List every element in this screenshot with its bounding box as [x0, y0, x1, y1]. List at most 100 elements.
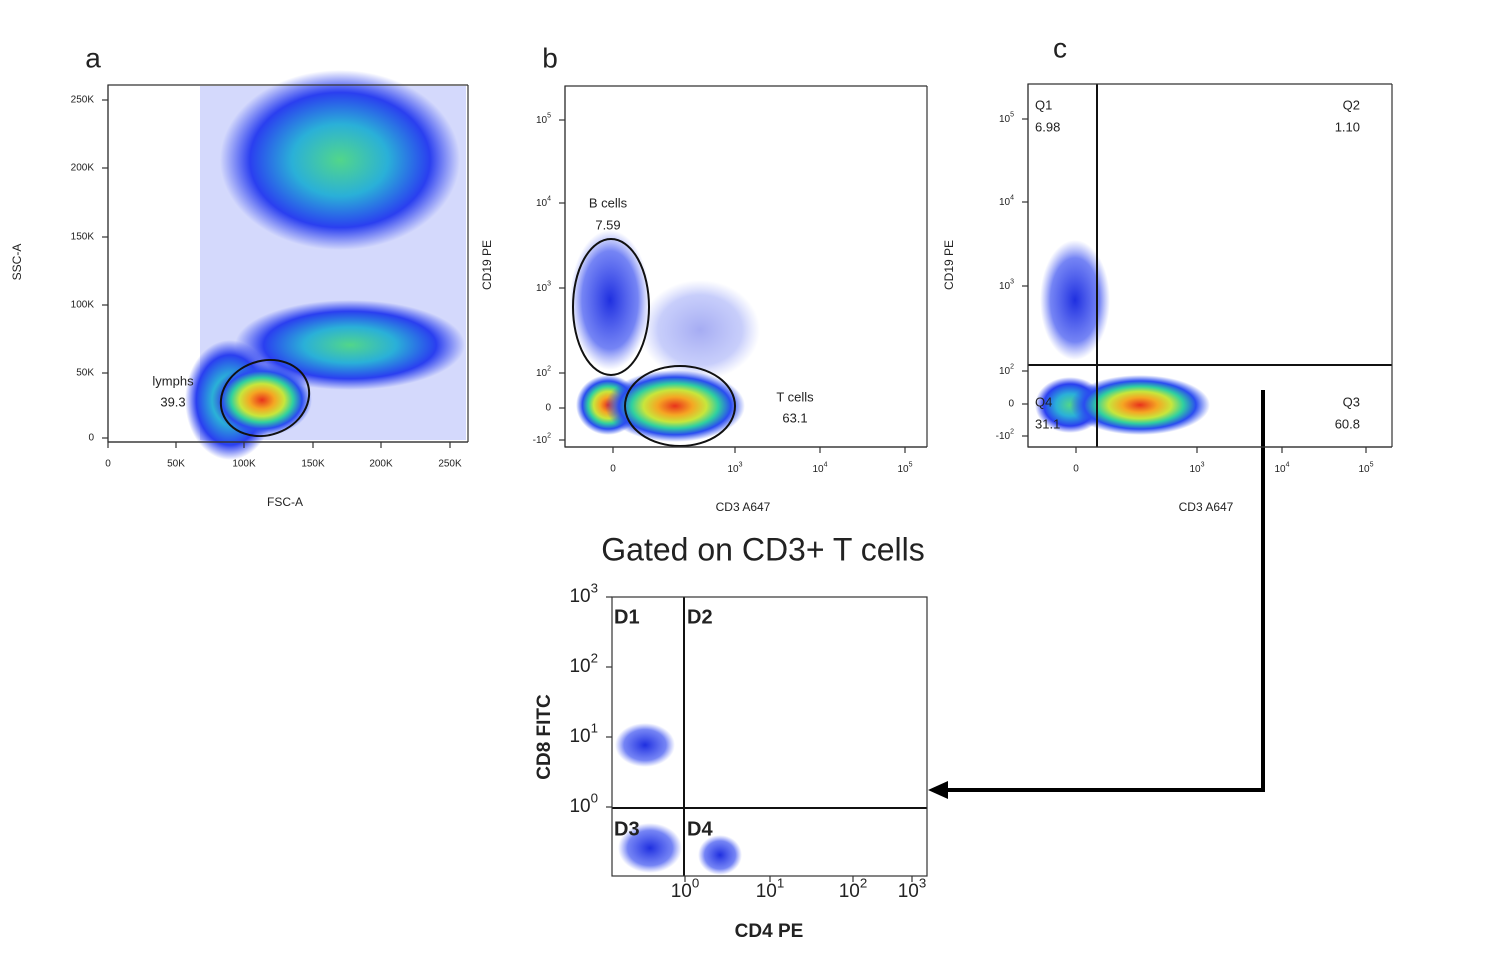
- tick-label: 103: [1189, 461, 1204, 474]
- x-axis-label: FSC-A: [267, 495, 303, 509]
- tick-label: -102: [533, 432, 551, 445]
- tick-label: 104: [536, 195, 551, 208]
- gate-name: T cells: [776, 389, 814, 404]
- tick-exp: 0: [591, 790, 598, 805]
- tick-label: 102: [999, 363, 1014, 376]
- gate-value: 39.3: [160, 394, 185, 409]
- gate-value: 60.8: [1335, 416, 1360, 431]
- tick-label: 103: [536, 280, 551, 293]
- tick-label: 100: [569, 790, 598, 817]
- tick-label: 150K: [301, 459, 325, 470]
- gate-value: 1.10: [1335, 119, 1360, 134]
- tick-exp: 5: [1010, 111, 1014, 118]
- tick-label: 100: [671, 875, 700, 902]
- tick-label: 101: [569, 720, 598, 747]
- gate-name: Q2: [1343, 97, 1360, 112]
- tick-base: 10: [898, 881, 919, 902]
- tick-label: 50K: [167, 459, 185, 470]
- tick-label: 104: [1274, 461, 1289, 474]
- tick-base: 10: [812, 464, 824, 475]
- y-axis-label: CD8 FITC: [534, 694, 555, 780]
- tick-label: 102: [569, 650, 598, 677]
- tick-label: 250K: [438, 459, 462, 470]
- y-axis-label: SSC-A: [10, 244, 24, 281]
- tick-label: -102: [996, 428, 1014, 441]
- tick-base: 10: [1358, 464, 1370, 475]
- tick-label: 100K: [232, 459, 256, 470]
- tick-base: 10: [756, 881, 777, 902]
- tick-base: 10: [999, 366, 1011, 377]
- tick-exp: 3: [591, 580, 598, 595]
- gate-name: Q3: [1343, 394, 1360, 409]
- tick-label: 105: [897, 461, 912, 474]
- tick-label: 103: [898, 875, 927, 902]
- gate-value: 7.59: [595, 217, 620, 232]
- tick-label: 50K: [76, 368, 94, 379]
- tick-base: 10: [536, 198, 548, 209]
- gate-name: B cells: [589, 195, 628, 210]
- tick-exp: 2: [547, 432, 551, 439]
- quadrant-label: D4: [687, 818, 713, 840]
- tick-base: 10: [536, 115, 548, 126]
- tick-label: 105: [1358, 461, 1373, 474]
- gate-name: Q1: [1035, 97, 1052, 112]
- tick-exp: 4: [824, 461, 828, 468]
- gate-value: 6.98: [1035, 119, 1060, 134]
- tick-exp: 3: [547, 280, 551, 287]
- tick-label: 0: [88, 433, 94, 444]
- tick-base: 10: [569, 796, 590, 817]
- tick-label: 0: [545, 403, 551, 414]
- tick-label: 101: [756, 875, 785, 902]
- tick-label: 0: [1073, 464, 1079, 475]
- tick-exp: 4: [1286, 461, 1290, 468]
- tick-exp: 1: [591, 720, 598, 735]
- tick-base: 10: [1189, 464, 1201, 475]
- tick-exp: 2: [591, 650, 598, 665]
- tick-label: 104: [999, 194, 1014, 207]
- tick-base: 10: [536, 283, 548, 294]
- x-axis-label: CD3 A647: [1179, 500, 1234, 514]
- tick-exp: 4: [547, 195, 551, 202]
- gate-value: 31.1: [1035, 416, 1060, 431]
- quadrant-label: D2: [687, 606, 713, 628]
- tick-label: 105: [999, 111, 1014, 124]
- tick-base: 10: [897, 464, 909, 475]
- tick-exp: 2: [1010, 428, 1014, 435]
- tick-label: 105: [536, 112, 551, 125]
- tick-base: -10: [533, 435, 548, 446]
- tick-exp: 2: [1010, 363, 1014, 370]
- tick-label: 104: [812, 461, 827, 474]
- y-axis-label: CD19 PE: [942, 240, 956, 290]
- tick-label: 150K: [71, 232, 95, 243]
- panel-letter: c: [1053, 32, 1067, 63]
- density-clouds: [185, 70, 1210, 875]
- tick-label: 103: [727, 461, 742, 474]
- tick-exp: 0: [692, 875, 699, 890]
- tick-base: 10: [569, 656, 590, 677]
- tick-label: 200K: [71, 163, 95, 174]
- tick-exp: 5: [547, 112, 551, 119]
- x-axis-label: CD4 PE: [735, 921, 804, 942]
- tick-exp: 3: [1201, 461, 1205, 468]
- tick-base: 10: [727, 464, 739, 475]
- gate-name: Q4: [1035, 394, 1052, 409]
- tick-base: 10: [671, 881, 692, 902]
- tick-label: 0: [1008, 399, 1014, 410]
- tick-base: 10: [569, 586, 590, 607]
- tick-label: 102: [536, 365, 551, 378]
- tick-base: 10: [1274, 464, 1286, 475]
- tick-label: 103: [569, 580, 598, 607]
- tick-exp: 3: [919, 875, 926, 890]
- tick-exp: 1: [777, 875, 784, 890]
- tick-base: 10: [999, 114, 1011, 125]
- tick-base: -10: [996, 431, 1011, 442]
- tick-exp: 5: [909, 461, 913, 468]
- y-axis-label: CD19 PE: [480, 240, 494, 290]
- panel-letter: b: [542, 42, 558, 73]
- gate-name: lymphs: [152, 373, 194, 388]
- tick-label: 250K: [71, 95, 95, 106]
- tick-base: 10: [999, 281, 1011, 292]
- x-axis-label: CD3 A647: [716, 500, 771, 514]
- arrow: [928, 390, 1265, 799]
- tick-exp: 5: [1370, 461, 1374, 468]
